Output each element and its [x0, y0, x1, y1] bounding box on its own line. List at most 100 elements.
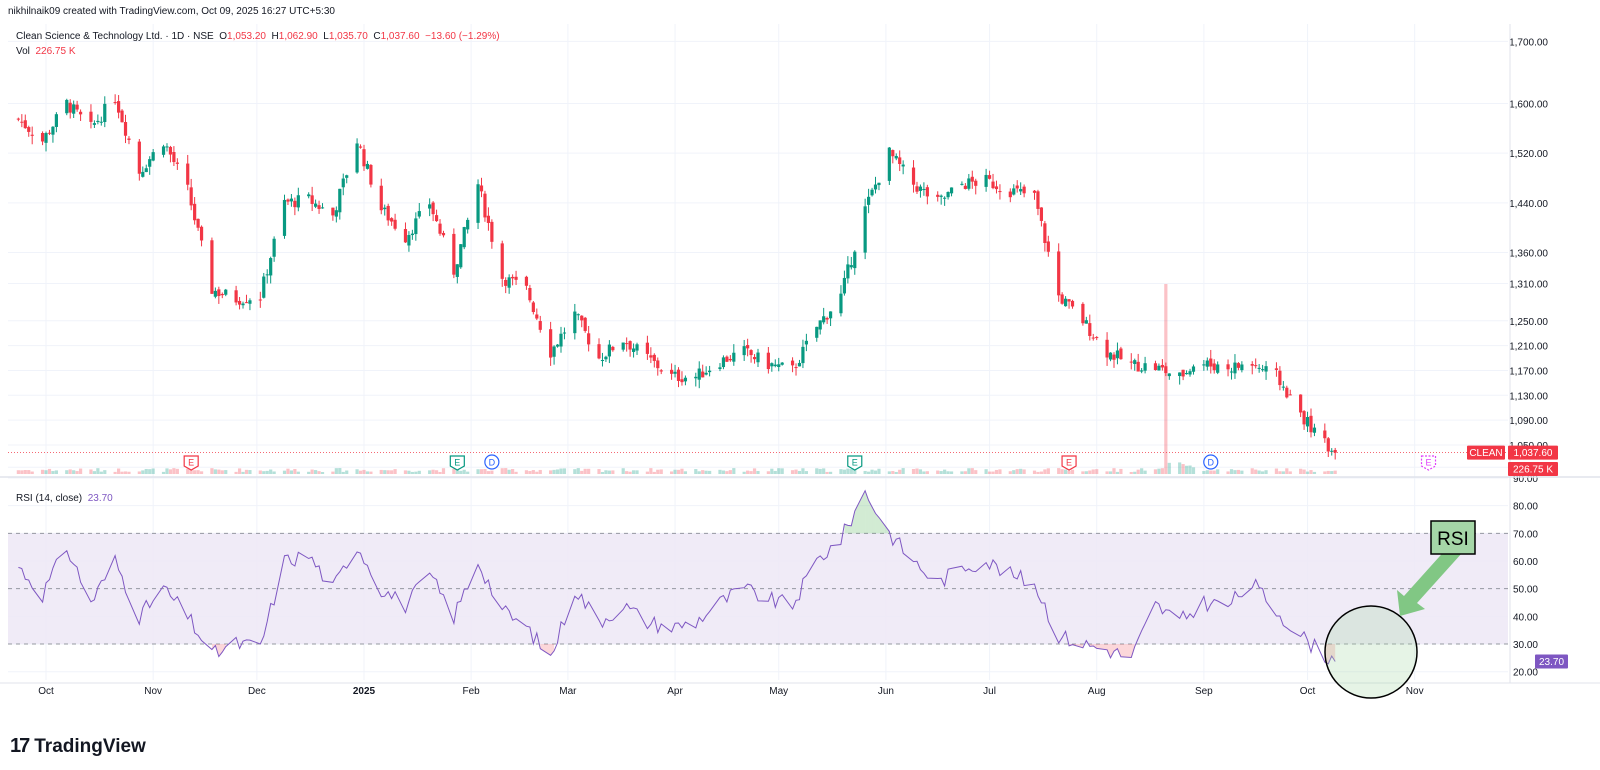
candle-body[interactable] — [1278, 370, 1282, 386]
candle-body[interactable] — [317, 205, 321, 209]
candle-body[interactable] — [780, 362, 784, 365]
candle-body[interactable] — [338, 188, 342, 213]
candle-body[interactable] — [1012, 188, 1016, 195]
candle-body[interactable] — [849, 265, 853, 268]
candle-body[interactable] — [1112, 354, 1116, 360]
candle-body[interactable] — [1178, 372, 1182, 377]
candle-body[interactable] — [1046, 241, 1050, 252]
candle-body[interactable] — [708, 370, 712, 373]
candle-body[interactable] — [27, 127, 31, 132]
annotation-arrow[interactable] — [1397, 547, 1462, 616]
candle-body[interactable] — [1032, 190, 1037, 193]
earnings-event-icon[interactable]: E — [449, 455, 465, 471]
candle-body[interactable] — [846, 264, 850, 279]
candle-body[interactable] — [1233, 362, 1237, 374]
candle-body[interactable] — [528, 287, 532, 301]
candle-body[interactable] — [549, 329, 553, 358]
candle-body[interactable] — [1212, 363, 1216, 371]
earnings-event-icon[interactable]: E — [1420, 455, 1437, 471]
candle-body[interactable] — [1285, 387, 1289, 398]
rsi-line[interactable] — [18, 489, 1336, 665]
candle-body[interactable] — [683, 377, 688, 382]
candle-body[interactable] — [1261, 369, 1265, 371]
candle-body[interactable] — [943, 197, 947, 199]
candle-body[interactable] — [1305, 417, 1310, 427]
candle-body[interactable] — [887, 147, 891, 181]
candle-body[interactable] — [853, 251, 857, 269]
candle-body[interactable] — [1184, 373, 1189, 375]
candle-body[interactable] — [23, 120, 27, 129]
candle-body[interactable] — [863, 206, 867, 253]
candle-body[interactable] — [635, 344, 639, 351]
candle-body[interactable] — [1229, 371, 1234, 373]
candle-body[interactable] — [113, 102, 117, 104]
candle-body[interactable] — [248, 300, 252, 304]
candle-body[interactable] — [345, 175, 349, 178]
candle-body[interactable] — [272, 238, 276, 257]
candle-body[interactable] — [659, 370, 663, 372]
candle-body[interactable] — [918, 186, 923, 191]
candle-body[interactable] — [828, 311, 833, 319]
candle-body[interactable] — [141, 171, 145, 177]
candle-body[interactable] — [728, 358, 732, 361]
candle-body[interactable] — [237, 300, 242, 305]
candle-body[interactable] — [193, 203, 197, 221]
candle-body[interactable] — [801, 346, 805, 364]
candle-body[interactable] — [127, 138, 131, 140]
candle-body[interactable] — [486, 215, 491, 223]
candle-body[interactable] — [773, 364, 777, 367]
candle-body[interactable] — [721, 357, 726, 368]
candle-body[interactable] — [390, 218, 394, 222]
candle-body[interactable] — [310, 195, 314, 204]
candle-body[interactable] — [1043, 223, 1047, 243]
candle-body[interactable] — [994, 186, 999, 190]
candle-body[interactable] — [265, 274, 269, 276]
candle-body[interactable] — [1330, 450, 1334, 452]
candle-body[interactable] — [504, 279, 508, 286]
candle-body[interactable] — [365, 163, 370, 169]
candle-body[interactable] — [334, 210, 338, 217]
candle-body[interactable] — [54, 114, 58, 127]
candle-body[interactable] — [186, 163, 190, 185]
candle-body[interactable] — [701, 371, 705, 378]
candle-body[interactable] — [898, 157, 902, 165]
candle-body[interactable] — [355, 143, 359, 173]
candle-body[interactable] — [210, 240, 214, 294]
candle-body[interactable] — [936, 194, 940, 197]
candle-body[interactable] — [842, 277, 847, 294]
candle-body[interactable] — [407, 235, 411, 246]
candle-body[interactable] — [1105, 339, 1109, 358]
candle-body[interactable] — [234, 290, 238, 303]
candle-body[interactable] — [1108, 352, 1113, 360]
candle-body[interactable] — [822, 316, 826, 323]
candle-body[interactable] — [1309, 415, 1313, 433]
candle-body[interactable] — [531, 302, 535, 313]
candle-body[interactable] — [224, 289, 228, 295]
candle-body[interactable] — [815, 326, 819, 338]
candle-body[interactable] — [963, 185, 967, 189]
candle-body[interactable] — [645, 342, 650, 354]
candle-body[interactable] — [414, 218, 418, 235]
candle-body[interactable] — [583, 317, 587, 331]
candle-body[interactable] — [1205, 360, 1209, 367]
candle-body[interactable] — [68, 102, 72, 113]
candle-body[interactable] — [462, 227, 466, 248]
candle-body[interactable] — [870, 189, 874, 196]
tradingview-brand[interactable]: 17 TradingView — [10, 735, 146, 758]
candle-body[interactable] — [262, 276, 266, 298]
candle-body[interactable] — [749, 350, 753, 356]
candle-body[interactable] — [752, 356, 757, 360]
candle-body[interactable] — [20, 121, 24, 123]
candle-body[interactable] — [656, 360, 660, 369]
candle-body[interactable] — [514, 276, 518, 280]
candle-body[interactable] — [1160, 364, 1164, 368]
dividend-event-icon[interactable]: D — [1203, 454, 1219, 470]
candle-body[interactable] — [116, 101, 121, 113]
candle-body[interactable] — [479, 185, 484, 192]
candle-body[interactable] — [466, 219, 470, 230]
highlight-circle[interactable] — [1324, 605, 1418, 699]
rsi-annotation-box[interactable]: RSI — [1430, 520, 1476, 555]
candle-body[interactable] — [438, 223, 442, 234]
candle-body[interactable] — [51, 126, 55, 135]
candle-body[interactable] — [75, 104, 79, 110]
